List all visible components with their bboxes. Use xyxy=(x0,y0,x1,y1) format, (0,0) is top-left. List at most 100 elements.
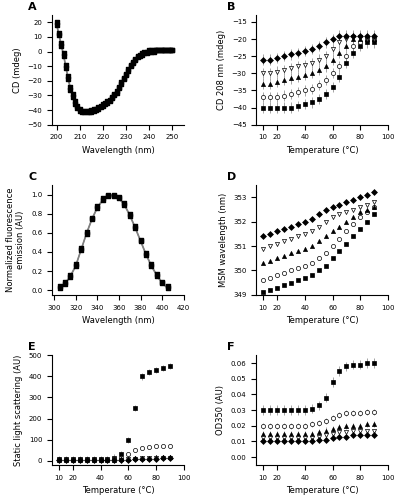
Point xyxy=(150,46,157,54)
Point xyxy=(100,194,106,202)
Point xyxy=(155,46,162,54)
Point xyxy=(143,251,149,259)
Point xyxy=(104,99,111,107)
Point xyxy=(84,107,90,115)
Point xyxy=(123,71,129,79)
Point xyxy=(97,103,104,111)
Point xyxy=(159,280,165,287)
Point xyxy=(127,62,134,70)
Point xyxy=(94,202,100,210)
Point xyxy=(110,190,117,198)
Point xyxy=(148,46,155,54)
Point xyxy=(111,90,118,98)
Point xyxy=(81,107,88,115)
Point xyxy=(132,222,138,230)
Point xyxy=(89,214,95,222)
Point xyxy=(56,32,62,40)
Text: B: B xyxy=(227,2,236,12)
Point xyxy=(104,98,111,106)
Point xyxy=(58,39,64,47)
Point xyxy=(72,262,79,270)
Text: E: E xyxy=(28,342,36,352)
Point xyxy=(123,70,129,78)
Point xyxy=(144,48,150,56)
Point xyxy=(54,21,60,29)
Point xyxy=(130,58,136,66)
Point xyxy=(154,270,160,278)
Point xyxy=(160,46,166,54)
Point xyxy=(106,98,113,106)
Point xyxy=(130,60,136,68)
Point xyxy=(54,18,60,26)
Point xyxy=(84,108,90,116)
Point xyxy=(116,84,122,92)
Point xyxy=(143,249,149,257)
Point xyxy=(90,106,97,114)
Point xyxy=(63,64,69,72)
Point xyxy=(118,78,124,86)
Point xyxy=(95,104,102,112)
Point xyxy=(102,99,108,107)
Point xyxy=(67,271,74,279)
Point xyxy=(150,48,157,56)
Point xyxy=(120,74,127,82)
Point xyxy=(146,46,152,54)
Point xyxy=(86,108,92,116)
Point xyxy=(137,50,143,58)
Point xyxy=(88,108,94,116)
Text: D: D xyxy=(227,172,236,181)
Point xyxy=(60,49,67,57)
Point xyxy=(70,90,76,98)
Point xyxy=(89,216,95,224)
Point xyxy=(164,284,171,292)
Point xyxy=(86,107,92,115)
Point xyxy=(58,42,64,50)
Point xyxy=(56,284,63,292)
Y-axis label: OD350 (AU): OD350 (AU) xyxy=(216,385,225,435)
Point xyxy=(127,61,134,69)
Point xyxy=(81,108,88,116)
Point xyxy=(153,46,159,54)
Point xyxy=(146,48,152,56)
Text: C: C xyxy=(28,172,36,181)
X-axis label: Temperature (°C): Temperature (°C) xyxy=(82,486,154,496)
Point xyxy=(141,48,148,56)
Text: A: A xyxy=(28,2,37,12)
Point xyxy=(62,280,68,288)
Point xyxy=(109,93,115,101)
X-axis label: Wavelength (nm): Wavelength (nm) xyxy=(82,316,154,325)
Text: F: F xyxy=(227,342,235,352)
Point xyxy=(110,192,117,200)
Point xyxy=(132,56,138,64)
Point xyxy=(134,54,141,62)
Point xyxy=(105,192,111,200)
Point xyxy=(139,50,145,58)
Point xyxy=(100,102,106,110)
Point xyxy=(74,102,81,110)
Point xyxy=(100,196,106,204)
Y-axis label: Static light scattering (AU): Static light scattering (AU) xyxy=(14,354,23,466)
Point xyxy=(111,92,118,100)
Point xyxy=(132,55,138,63)
Point xyxy=(78,246,84,254)
Point xyxy=(132,224,138,232)
Point xyxy=(139,49,145,57)
Point xyxy=(106,96,113,104)
Point xyxy=(76,106,83,114)
Point xyxy=(137,236,144,244)
Point xyxy=(158,46,164,54)
Point xyxy=(134,52,141,60)
Point xyxy=(105,191,111,199)
Point xyxy=(167,46,173,54)
Point xyxy=(70,93,76,101)
Point xyxy=(167,46,173,54)
Point xyxy=(63,61,69,69)
Point xyxy=(162,46,168,54)
Point xyxy=(159,278,165,285)
Point xyxy=(97,102,104,110)
Point xyxy=(160,46,166,54)
X-axis label: Wavelength (nm): Wavelength (nm) xyxy=(82,146,154,155)
X-axis label: Temperature (°C): Temperature (°C) xyxy=(286,486,358,496)
Point xyxy=(164,282,171,290)
Point xyxy=(62,278,68,286)
